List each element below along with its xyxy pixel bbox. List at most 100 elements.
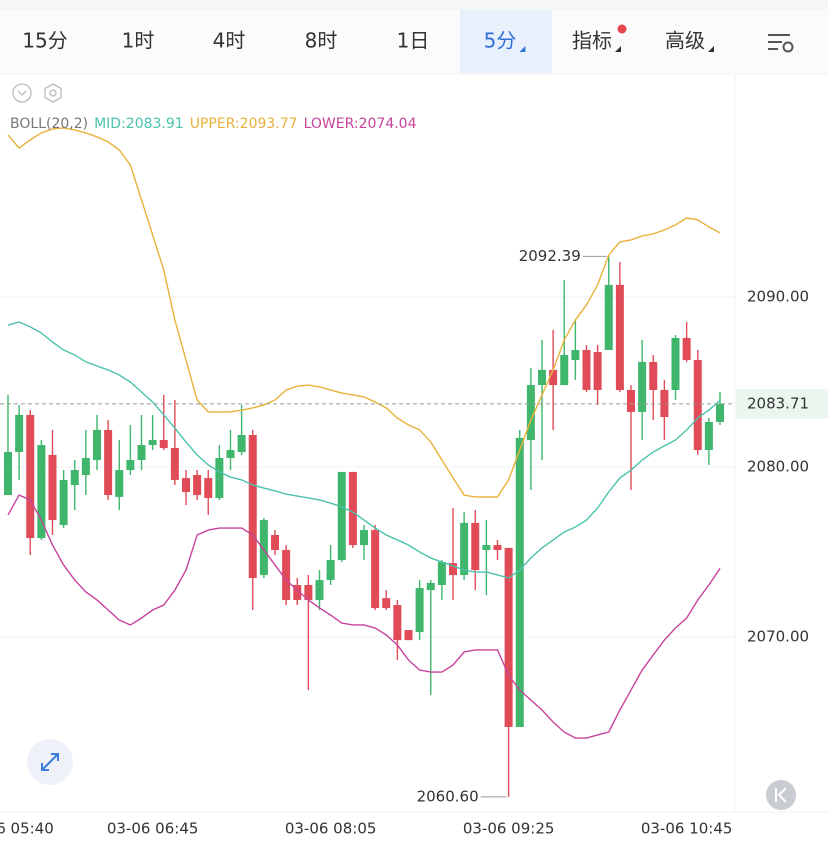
x-tick-label: 03-06 06:45 bbox=[107, 820, 199, 838]
candle-body bbox=[526, 385, 535, 440]
back-to-latest[interactable] bbox=[766, 780, 796, 810]
candle-body bbox=[682, 337, 691, 361]
candle-body bbox=[237, 435, 246, 453]
candle-body bbox=[549, 369, 558, 386]
candle-body bbox=[215, 457, 224, 498]
legend-entry: LOWER:2074.04 bbox=[304, 116, 417, 132]
candle-body bbox=[37, 445, 46, 539]
legend: BOLL(20,2) MID:2083.91 UPPER:2093.77 LOWER… bbox=[10, 116, 417, 132]
candle-body bbox=[671, 337, 680, 390]
status-strip bbox=[0, 0, 828, 10]
candle-body bbox=[271, 535, 279, 550]
indicator-line bbox=[7, 494, 721, 739]
candle-body bbox=[693, 360, 702, 450]
candle-body bbox=[560, 354, 569, 386]
candle-body bbox=[538, 369, 546, 386]
candle-body bbox=[148, 439, 157, 446]
x-tick-label: 03-06 10:45 bbox=[641, 820, 733, 838]
candle-body bbox=[304, 585, 313, 600]
toolbar-icons[interactable] bbox=[12, 83, 62, 103]
tabs: 15分 1时 4时 8时 1日 5分 指标 高级 bbox=[22, 10, 714, 73]
candle-body bbox=[404, 630, 413, 641]
candle-body bbox=[226, 449, 235, 458]
dropdown-caret bbox=[615, 46, 621, 52]
tab-label: 15分 bbox=[22, 29, 67, 53]
candle-body bbox=[704, 421, 713, 450]
candle-body bbox=[104, 429, 113, 496]
x-tick-label: 03-06 09:25 bbox=[463, 820, 555, 838]
candle-body bbox=[627, 389, 635, 412]
tab-bar bbox=[0, 10, 828, 74]
candle-body bbox=[515, 437, 524, 727]
min-label: 2060.60 bbox=[417, 787, 479, 805]
candle-body bbox=[337, 471, 346, 561]
max-label: 2092.39 bbox=[519, 247, 581, 265]
settings-icon[interactable] bbox=[768, 34, 794, 53]
candle-body bbox=[493, 545, 502, 550]
tab[interactable]: 高级 bbox=[665, 29, 714, 53]
y-tick-label: 2080.00 bbox=[747, 457, 809, 475]
tab-label: 1时 bbox=[122, 29, 155, 53]
candle-body bbox=[59, 479, 68, 525]
legend-entry: MID:2083.91 bbox=[94, 116, 184, 132]
candle-body bbox=[282, 549, 291, 600]
candle-body bbox=[426, 582, 435, 591]
tab-label: 高级 bbox=[665, 29, 705, 53]
candle-body bbox=[615, 284, 624, 390]
candle-body bbox=[471, 522, 480, 571]
candle-body bbox=[326, 560, 335, 581]
indicator-line bbox=[7, 321, 721, 579]
candle-body bbox=[716, 403, 724, 422]
candle-body bbox=[571, 350, 580, 361]
tab[interactable]: 5分 bbox=[460, 10, 552, 73]
tab[interactable]: 15分 bbox=[22, 29, 67, 53]
y-tick-label: 2090.00 bbox=[747, 287, 809, 305]
candle-body bbox=[170, 447, 179, 480]
tab[interactable]: 4时 bbox=[213, 29, 246, 53]
candle-body bbox=[126, 460, 135, 471]
candle-body bbox=[593, 352, 602, 390]
tab[interactable]: 8时 bbox=[305, 29, 338, 53]
candle-body bbox=[137, 445, 146, 461]
indicator-name: BOLL(20,2) bbox=[10, 116, 88, 132]
candle-body bbox=[182, 478, 190, 492]
candle-body bbox=[437, 562, 446, 586]
tab-label: 指标 bbox=[572, 29, 612, 53]
candle-body bbox=[382, 598, 391, 608]
x-tick-label: 03-06 08:05 bbox=[285, 820, 377, 838]
candle-body bbox=[348, 471, 357, 546]
tab[interactable]: 指标 bbox=[572, 24, 627, 53]
candle-body bbox=[81, 457, 90, 475]
candle-body bbox=[604, 284, 613, 351]
candle-body bbox=[26, 414, 35, 539]
candle-body bbox=[660, 389, 669, 418]
y-tick-label: 2070.00 bbox=[747, 628, 809, 646]
candle-body bbox=[360, 530, 368, 546]
candle-body bbox=[415, 588, 424, 633]
candle-body bbox=[248, 435, 257, 579]
tab[interactable]: 1时 bbox=[122, 29, 155, 53]
expand-button[interactable] bbox=[27, 739, 73, 785]
badge-dot bbox=[617, 24, 627, 34]
candle-body bbox=[204, 478, 213, 498]
candle-body bbox=[482, 545, 491, 550]
candle-body bbox=[449, 563, 457, 575]
candle-body bbox=[582, 350, 591, 390]
candle-body bbox=[371, 530, 380, 608]
dropdown-caret bbox=[708, 46, 714, 52]
candle-body bbox=[193, 474, 202, 496]
last-price-label: 2083.71 bbox=[747, 394, 809, 412]
candle-body bbox=[460, 522, 469, 575]
candle-body bbox=[48, 454, 57, 521]
candle-body bbox=[4, 452, 12, 496]
tab-label: 8时 bbox=[305, 29, 338, 53]
tab[interactable]: 1日 bbox=[397, 29, 430, 53]
candle-body bbox=[293, 585, 302, 600]
candle-body bbox=[15, 414, 24, 453]
candle-body bbox=[70, 470, 79, 486]
candle-body bbox=[638, 361, 647, 412]
candle-body bbox=[115, 470, 124, 497]
dropdown-caret bbox=[519, 46, 526, 52]
